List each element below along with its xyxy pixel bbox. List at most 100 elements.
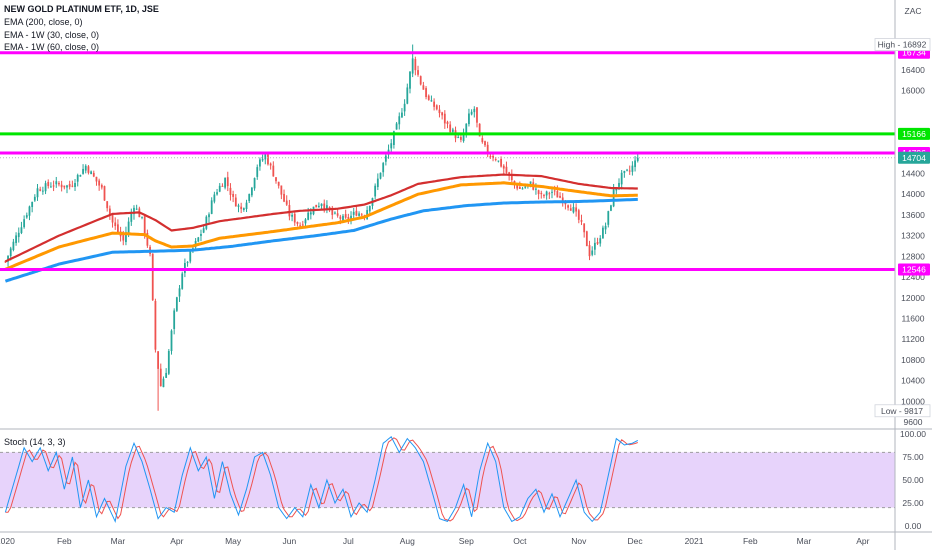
price-tick-label: 16400 <box>901 65 925 75</box>
candle-body <box>200 233 202 236</box>
candle-body <box>433 101 436 107</box>
candle-body <box>449 124 452 133</box>
candle-body <box>9 248 12 257</box>
candle-body <box>224 177 226 188</box>
candle-body <box>403 103 406 112</box>
candle-body <box>618 182 620 187</box>
stochastic-pane[interactable] <box>0 436 895 524</box>
candle-body <box>331 209 334 215</box>
candle-body <box>253 178 256 189</box>
candle-body <box>473 108 476 113</box>
candle-body <box>626 169 628 171</box>
candle-body <box>393 131 395 146</box>
candle-body <box>39 189 42 191</box>
candle-body <box>524 186 527 188</box>
candle-body <box>186 261 189 263</box>
candle-body <box>459 137 462 140</box>
candle-body <box>425 88 427 97</box>
candle-body <box>395 123 398 130</box>
candle-body <box>267 154 269 165</box>
candle-body <box>79 175 82 177</box>
candle-body <box>427 95 430 100</box>
price-tick-label: 11600 <box>901 313 924 323</box>
candle-body <box>111 215 114 223</box>
candle-body <box>478 123 481 137</box>
candle-body <box>476 107 478 123</box>
candle-body <box>441 112 444 116</box>
candle-body <box>221 185 224 187</box>
candle-body <box>291 214 293 217</box>
candle-body <box>248 194 251 202</box>
candle-body <box>339 216 342 219</box>
candle-body <box>602 227 604 239</box>
candle-body <box>610 205 612 211</box>
candle-body <box>7 255 9 262</box>
candle-body <box>229 187 232 195</box>
candle-body <box>398 116 401 125</box>
price-tick-label: 10000 <box>901 396 925 406</box>
candle-body <box>435 105 438 110</box>
candle-body <box>55 181 58 185</box>
candle-body <box>344 214 347 218</box>
candle-body <box>226 177 229 187</box>
candle-body <box>90 171 93 175</box>
candle-body <box>457 137 460 139</box>
stoch-tick-label: 100.00 <box>900 429 926 439</box>
price-pane[interactable] <box>0 44 895 411</box>
low-label: Low - 9817 <box>881 406 923 416</box>
time-tick-label: Feb <box>743 536 758 546</box>
stoch-k-line <box>4 436 639 524</box>
candle-body <box>232 194 235 197</box>
legend-title: NEW GOLD PLATINUM ETF, 1D, JSE <box>4 4 159 14</box>
candle-body <box>588 245 591 257</box>
candle-body <box>465 123 468 134</box>
candle-body <box>296 222 299 224</box>
candle-body <box>596 242 599 244</box>
candle-body <box>347 216 350 220</box>
candle-body <box>60 184 63 188</box>
low-label-bg <box>874 404 931 418</box>
candle-body <box>419 76 422 85</box>
candle-body <box>446 121 449 124</box>
candle-body <box>580 220 583 222</box>
candle-body <box>430 100 433 102</box>
time-tick-label: Mar <box>111 536 126 546</box>
level-tag-1-bg <box>898 127 930 140</box>
candle-body <box>165 372 168 378</box>
price-tick-label: 13600 <box>901 210 925 220</box>
candle-body <box>379 172 382 179</box>
candle-body <box>202 228 205 233</box>
candle-body <box>462 133 465 142</box>
candle-body <box>100 185 103 188</box>
price-tick-label: 10400 <box>901 376 925 386</box>
candle-body <box>317 205 320 208</box>
candle-body <box>572 206 575 213</box>
candle-body <box>636 157 639 161</box>
candle-body <box>216 192 218 195</box>
candle-body <box>352 211 355 215</box>
candle-body <box>384 155 387 162</box>
candle-body <box>593 242 596 250</box>
candle-body <box>604 225 607 230</box>
candle-body <box>154 300 157 350</box>
time-tick-label: Sep <box>459 536 474 546</box>
time-tick-label: Dec <box>628 536 644 546</box>
last-price-tag-label: 14704 <box>902 153 926 163</box>
candle-body <box>173 310 176 329</box>
candle-body <box>167 350 170 374</box>
candle-body <box>250 187 253 196</box>
candle-body <box>4 261 7 263</box>
time-tick-label: Feb <box>57 536 72 546</box>
candle-body <box>481 138 484 143</box>
candle-body <box>125 232 127 243</box>
time-tick-label: Jul <box>343 536 354 546</box>
candle-body <box>52 185 55 187</box>
candle-body <box>591 250 594 255</box>
candle-body <box>178 288 181 297</box>
candle-body <box>240 206 243 210</box>
candle-body <box>50 186 52 188</box>
candle-body <box>245 202 248 209</box>
time-tick-label: Apr <box>856 536 869 546</box>
candle-body <box>307 212 310 220</box>
